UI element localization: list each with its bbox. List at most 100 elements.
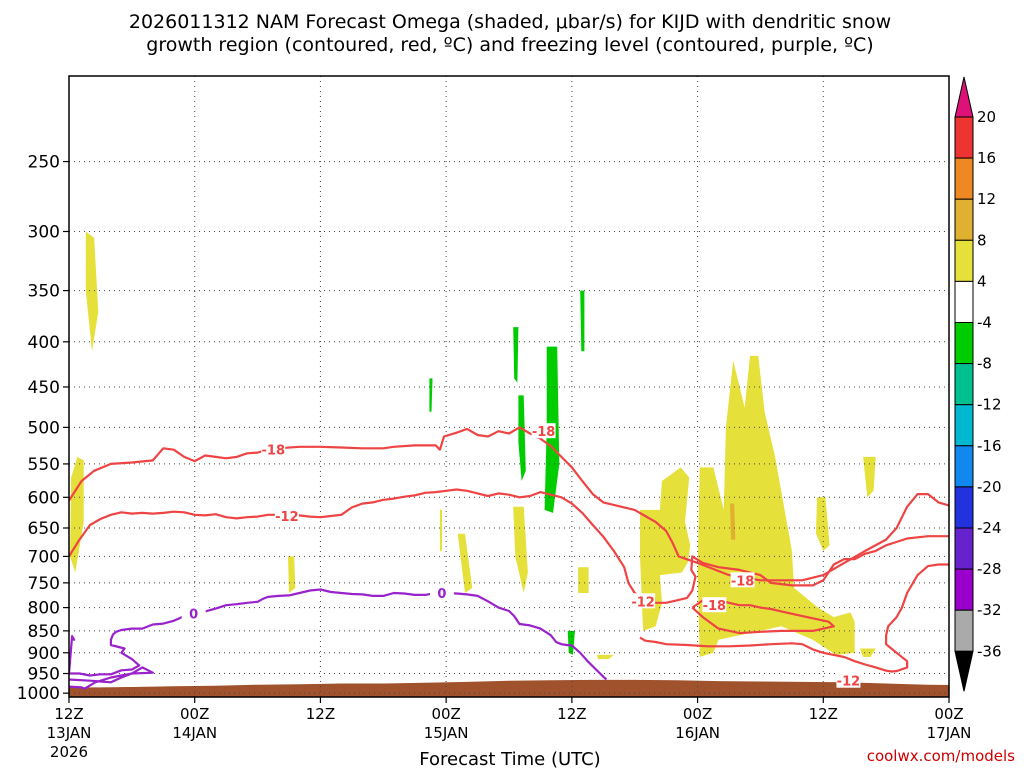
sinking-omega-region-18 — [580, 290, 585, 352]
colorbar-bin-3 — [954, 239, 974, 282]
contour-label-1: -18 — [532, 425, 556, 440]
x-tick-label-60-0: 00Z — [683, 705, 712, 723]
x-tick-label-72-0: 12Z — [809, 705, 838, 723]
contour-label-5: -12 — [631, 595, 655, 610]
dgz-minus12-lower-contour — [639, 563, 949, 673]
contour-label-bg-7 — [181, 605, 206, 621]
chart-title: 2026011312 NAM Forecast Omega (shaded, μ… — [129, 11, 891, 56]
y-tick-label-450: 450 — [28, 378, 60, 398]
contour-label-bg-6 — [836, 672, 861, 688]
pressure-axis: 2503003504004505005506006507007508008509… — [17, 153, 69, 704]
colorbar-bin-2 — [954, 198, 974, 241]
x-tick-label-0-2: 2026 — [50, 743, 88, 761]
rising-omega-region-8 — [640, 467, 691, 631]
contour-label-bg-0 — [261, 441, 286, 457]
colorbar-label-9: -20 — [977, 478, 1002, 496]
x-tick-label-60-1: 16JAN — [675, 724, 720, 742]
rising-omega-region-7 — [597, 654, 614, 660]
rising-omega-region-10 — [730, 503, 736, 540]
contour-label-2: -18 — [731, 574, 755, 589]
x-tick-label-12-0: 00Z — [180, 705, 209, 723]
colorbar-label-4: 4 — [977, 272, 987, 290]
rising-omega-region-4 — [457, 533, 473, 593]
title-line-2: growth region (contoured, red, ºC) and f… — [146, 34, 873, 56]
terrain — [69, 679, 949, 697]
y-tick-label-550: 550 — [28, 455, 60, 475]
colorbar-bin-6 — [954, 363, 974, 406]
rising-omega-region-11 — [816, 497, 830, 551]
rising-omega-region-12 — [863, 456, 876, 498]
contour-label-bg-1 — [531, 423, 556, 439]
x-tick-label-84-1: 17JAN — [927, 724, 972, 742]
rising-omega-region-13 — [860, 648, 876, 657]
x-tick-label-84-0: 00Z — [934, 705, 963, 723]
rising-omega-region-0 — [85, 231, 99, 352]
freezing-level-left-contour — [69, 666, 154, 690]
y-tick-label-700: 700 — [28, 547, 60, 567]
rising-omega-region-3 — [439, 509, 442, 551]
rising-omega-region-1 — [70, 456, 84, 573]
gridlines — [69, 76, 949, 697]
sinking-omega-region-16 — [518, 395, 526, 481]
freezing-level-contour — [69, 588, 608, 681]
colorbar-bin-10 — [954, 527, 974, 570]
contour-labels: -18 -18 -18 -18 -12 -12 -12 0 0 — [181, 423, 861, 690]
rising-omega-region-2 — [288, 556, 296, 593]
colorbar-label-10: -24 — [977, 519, 1002, 537]
contour-label-bg-2 — [730, 572, 755, 588]
x-axis-label: Forecast Time (UTC) — [419, 749, 600, 768]
contour-label-4: -12 — [275, 510, 299, 525]
sinking-omega-region-15 — [513, 327, 519, 383]
title-line-1: 2026011312 NAM Forecast Omega (shaded, μ… — [129, 11, 891, 33]
colorbar-label-11: -28 — [977, 560, 1002, 578]
y-tick-label-650: 650 — [28, 519, 60, 539]
y-tick-label-300: 300 — [28, 222, 60, 242]
colorbar-bin-9 — [954, 486, 974, 529]
y-tick-label-350: 350 — [28, 282, 60, 302]
colorbar-bin-0 — [954, 116, 974, 159]
x-tick-label-24-0: 12Z — [306, 705, 335, 723]
x-tick-label-0-1: 13JAN — [47, 724, 92, 742]
contour-label-bg-4 — [274, 508, 299, 524]
contour-label-6: -12 — [837, 675, 861, 690]
contours — [69, 426, 949, 690]
colorbar-label-0: 20 — [977, 108, 996, 126]
colorbar-bottom-arrow — [954, 650, 974, 692]
colorbar-label-2: 12 — [977, 190, 996, 208]
y-tick-label-850: 850 — [28, 622, 60, 642]
colorbar-bin-4 — [954, 280, 974, 323]
x-tick-label-0-0: 12Z — [54, 705, 83, 723]
colorbar-label-7: -12 — [977, 396, 1002, 414]
y-tick-label-1000: 1000 — [17, 684, 60, 704]
y-tick-label-600: 600 — [28, 488, 60, 508]
colorbar-bin-7 — [954, 404, 974, 447]
terrain-fill — [69, 679, 949, 697]
colorbar-label-6: -8 — [977, 355, 992, 373]
y-tick-label-500: 500 — [28, 418, 60, 438]
colorbar-label-1: 16 — [977, 149, 996, 167]
sinking-omega-region-14 — [429, 378, 433, 412]
y-tick-label-400: 400 — [28, 333, 60, 353]
contour-label-bg-3 — [702, 597, 727, 613]
colorbar-label-8: -16 — [977, 437, 1002, 455]
colorbar-bin-1 — [954, 157, 974, 200]
y-tick-label-750: 750 — [28, 574, 60, 594]
colorbar-bin-11 — [954, 568, 974, 611]
x-tick-label-36-0: 00Z — [431, 705, 460, 723]
colorbar-label-5: -4 — [977, 314, 992, 332]
contour-label-7: 0 — [189, 607, 198, 622]
y-tick-label-900: 900 — [28, 644, 60, 664]
colorbar-label-13: -36 — [977, 642, 1002, 660]
sinking-omega-region-19 — [567, 630, 575, 655]
colorbar-bin-5 — [954, 322, 974, 365]
y-tick-label-950: 950 — [28, 665, 60, 685]
colorbar: 20 16 12 8 4 -4 -8 -12 -16 -20 -24 -28 -32 -36 — [954, 76, 1002, 692]
contour-label-3: -18 — [703, 599, 727, 614]
contour-label-bg-5 — [631, 593, 656, 609]
colorbar-bin-8 — [954, 445, 974, 488]
rising-omega-region-6 — [578, 567, 589, 593]
colorbar-label-3: 8 — [977, 231, 987, 249]
colorbar-label-12: -32 — [977, 601, 1002, 619]
